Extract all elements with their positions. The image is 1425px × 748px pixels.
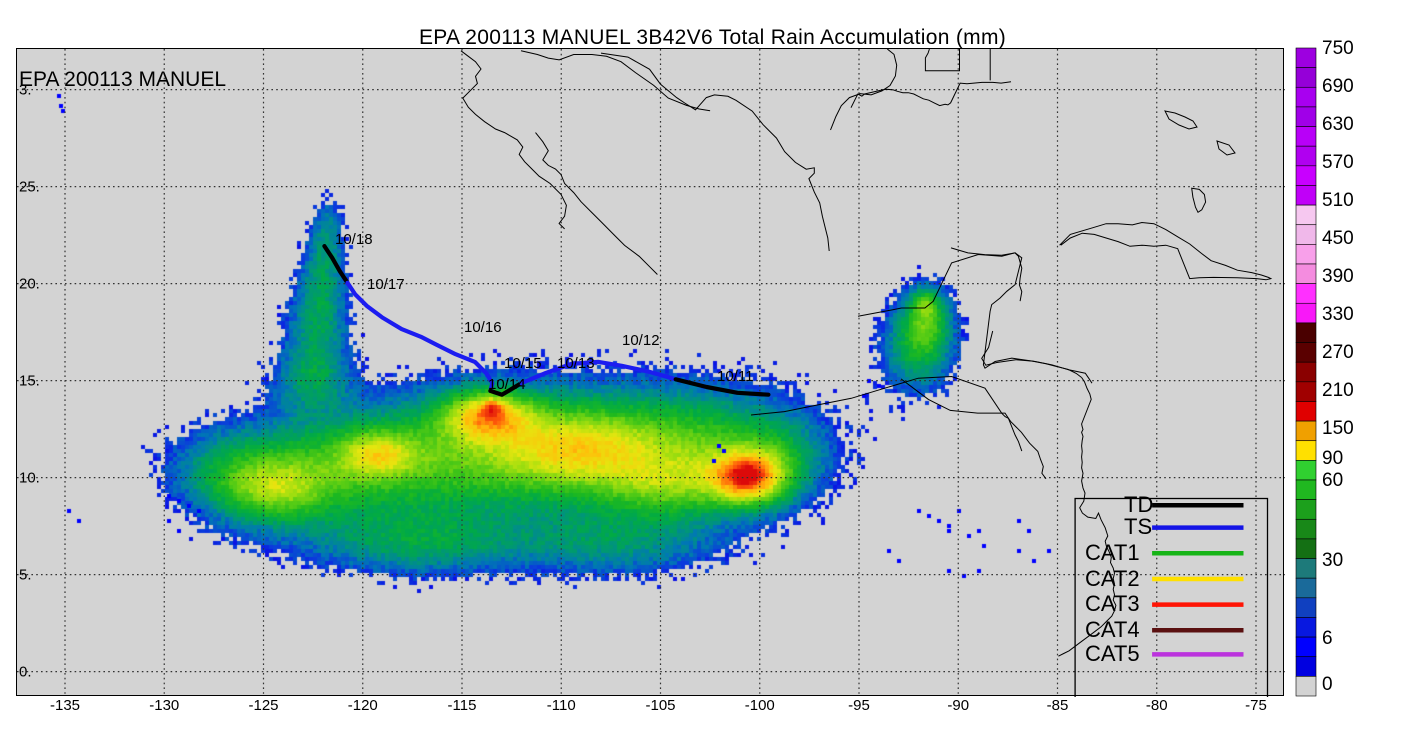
svg-text:10/18: 10/18 <box>335 231 373 248</box>
svg-text:570: 570 <box>1322 152 1354 173</box>
svg-text:10/13: 10/13 <box>557 355 595 372</box>
svg-text:TS: TS <box>1124 514 1152 539</box>
svg-text:150: 150 <box>1322 418 1354 439</box>
svg-text:60: 60 <box>1322 470 1343 491</box>
svg-text:330: 330 <box>1322 304 1354 325</box>
svg-text:30: 30 <box>1322 550 1343 571</box>
svg-text:CAT5: CAT5 <box>1085 641 1140 666</box>
svg-text:10/15: 10/15 <box>504 355 542 372</box>
svg-text:CAT4: CAT4 <box>1085 617 1140 642</box>
svg-text:630: 630 <box>1322 114 1354 135</box>
svg-text:390: 390 <box>1322 266 1354 287</box>
svg-text:CAT1: CAT1 <box>1085 540 1140 565</box>
svg-text:270: 270 <box>1322 342 1354 363</box>
svg-text:CAT2: CAT2 <box>1085 566 1140 591</box>
svg-text:10/17: 10/17 <box>367 276 405 293</box>
svg-text:450: 450 <box>1322 228 1354 249</box>
svg-text:90: 90 <box>1322 448 1343 469</box>
svg-text:10/14: 10/14 <box>488 376 526 393</box>
svg-text:6: 6 <box>1322 628 1333 649</box>
svg-text:10/16: 10/16 <box>464 319 502 336</box>
svg-text:690: 690 <box>1322 76 1354 97</box>
svg-text:10/12: 10/12 <box>622 332 660 349</box>
svg-text:0: 0 <box>1322 674 1333 695</box>
svg-text:210: 210 <box>1322 380 1354 401</box>
svg-text:CAT3: CAT3 <box>1085 591 1140 616</box>
svg-text:10/11: 10/11 <box>717 368 753 385</box>
svg-text:510: 510 <box>1322 190 1354 211</box>
